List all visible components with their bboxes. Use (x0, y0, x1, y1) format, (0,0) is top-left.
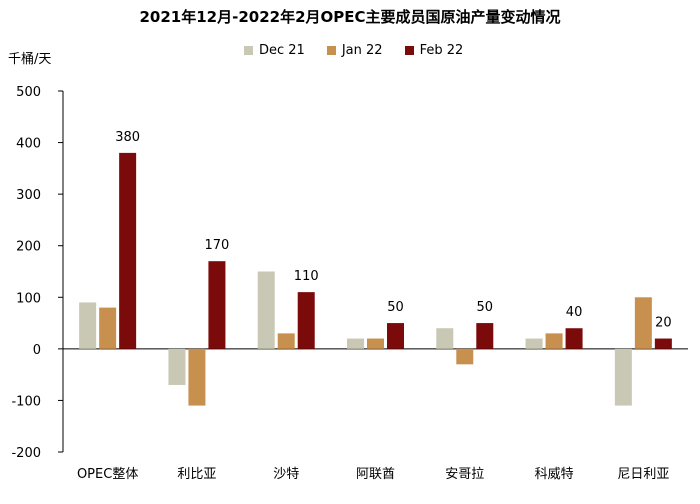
y-tick-label: 100 (16, 291, 41, 306)
legend-item-jan-22: Jan 22 (326, 43, 383, 58)
bar (634, 297, 652, 349)
bar (347, 338, 364, 349)
bar (168, 348, 186, 385)
legend: Dec 21 Jan 22 Feb 22 (244, 43, 463, 58)
bar (119, 152, 137, 349)
data-label: 40 (566, 305, 583, 320)
chart-title: 2021年12月-2022年2月OPEC主要成员国原油产量变动情况 (139, 8, 561, 26)
bar (456, 348, 474, 365)
bar (297, 292, 315, 349)
legend-swatch-dec-21 (244, 46, 253, 55)
x-category-label: 尼日利亚 (617, 467, 669, 482)
data-label: 50 (387, 300, 404, 315)
bar (525, 338, 543, 349)
y-tick-label: -200 (11, 446, 41, 461)
x-category-label: 利比亚 (177, 467, 216, 482)
legend-label-dec-21: Dec 21 (259, 43, 305, 58)
bar (436, 328, 454, 349)
data-label: 50 (477, 300, 494, 315)
bar (257, 271, 275, 349)
y-tick-label: 500 (16, 85, 41, 100)
legend-label-jan-22: Jan 22 (341, 43, 383, 58)
data-label: 20 (655, 316, 672, 331)
data-label: 170 (205, 238, 230, 253)
x-category-label: 沙特 (273, 467, 299, 482)
y-tick-label: -100 (11, 394, 41, 409)
bar (654, 338, 672, 349)
bar (99, 307, 117, 349)
y-axis-unit-label: 千桶/天 (8, 52, 52, 67)
bar (476, 323, 494, 349)
bar (367, 338, 384, 349)
x-category-label: 安哥拉 (445, 467, 484, 482)
y-tick-label: 400 (16, 137, 41, 152)
bar (614, 348, 632, 406)
data-label: 110 (294, 269, 319, 284)
legend-item-feb-22: Feb 22 (404, 43, 464, 58)
legend-item-dec-21: Dec 21 (244, 43, 305, 58)
y-tick-label: 300 (16, 188, 41, 203)
legend-swatch-jan-22 (326, 46, 336, 55)
bar (565, 328, 583, 349)
data-label: 380 (115, 130, 140, 145)
bar (545, 333, 563, 349)
x-category-label: 阿联酋 (356, 466, 395, 482)
y-tick-label: 0 (33, 343, 41, 358)
x-category-label: OPEC整体 (77, 467, 138, 482)
bar (188, 348, 206, 406)
bar (277, 333, 295, 349)
bar (79, 302, 97, 349)
y-tick-label: 200 (16, 240, 41, 255)
legend-swatch-feb-22 (404, 46, 414, 55)
bar (387, 323, 404, 349)
bar (208, 261, 226, 349)
x-category-label: 科威特 (535, 467, 574, 482)
legend-label-feb-22: Feb 22 (419, 43, 464, 58)
